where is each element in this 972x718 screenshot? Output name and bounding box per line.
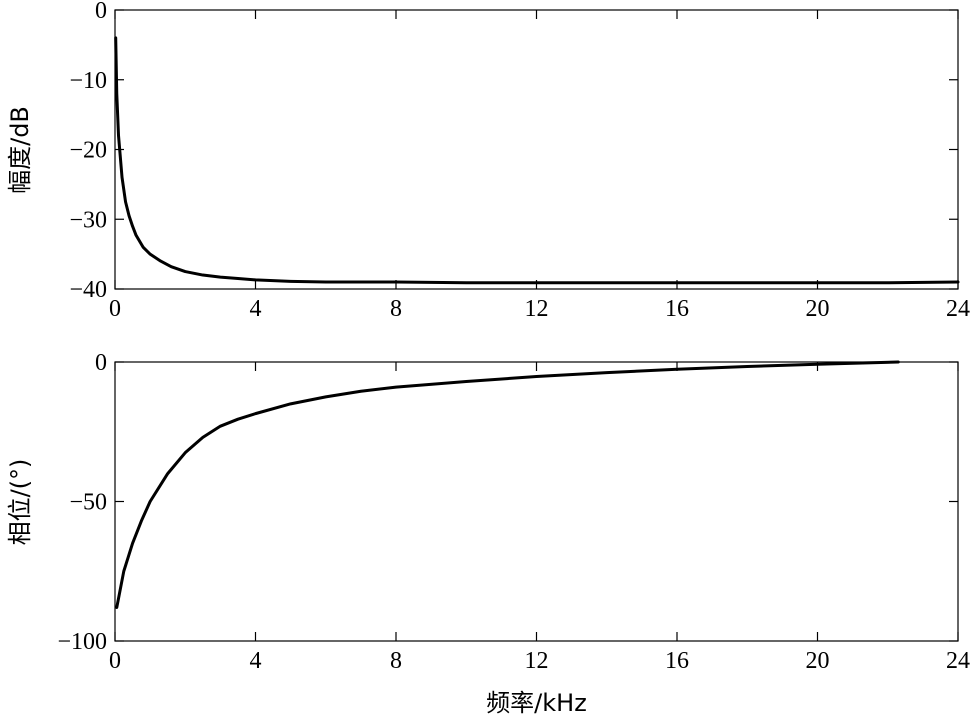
- x-tick-label: 0: [109, 648, 121, 674]
- y-axis-label: 幅度/dB: [6, 106, 34, 194]
- x-tick-label: 16: [665, 648, 689, 674]
- axes-frame: [114, 9, 959, 290]
- x-tick-label: 20: [806, 296, 830, 322]
- y-tick-label: −10: [69, 68, 107, 94]
- x-tick-label: 20: [806, 648, 830, 674]
- subplot-2: 0 4 8 12 16 20 24 0 −50 −100 相位/(°) 频率/kHz: [6, 350, 970, 717]
- y-tick-label: 0: [95, 350, 107, 376]
- x-tick-label: 12: [525, 648, 549, 674]
- x-tick-label: 8: [390, 648, 402, 674]
- y-tick-label: −20: [69, 138, 107, 164]
- y-tick-label: −100: [57, 629, 107, 655]
- y-tick-label: −40: [69, 277, 107, 303]
- x-tick-label: 4: [250, 296, 262, 322]
- x-tick-label: 12: [525, 296, 549, 322]
- x-tick-label: 4: [250, 648, 262, 674]
- y-tick-label: 0: [95, 0, 107, 24]
- magnitude-curve: [114, 36, 960, 285]
- x-tick-label: 24: [946, 296, 970, 322]
- x-tick-label: 8: [390, 296, 402, 322]
- subplot-1: 0 4 8 12 16 20 24 0 −10 −20 −30 −40 幅度/dB: [6, 0, 970, 322]
- phase-curve: [115, 360, 900, 610]
- axes-frame: [114, 361, 959, 642]
- y-tick-label: −30: [69, 207, 107, 233]
- y-tick-label: −50: [69, 490, 107, 516]
- y-axis-label: 相位/(°): [6, 459, 34, 546]
- x-tick-label: 0: [109, 296, 121, 322]
- x-tick-label: 16: [665, 296, 689, 322]
- x-axis-label: 频率/kHz: [486, 689, 587, 717]
- x-tick-label: 24: [946, 648, 970, 674]
